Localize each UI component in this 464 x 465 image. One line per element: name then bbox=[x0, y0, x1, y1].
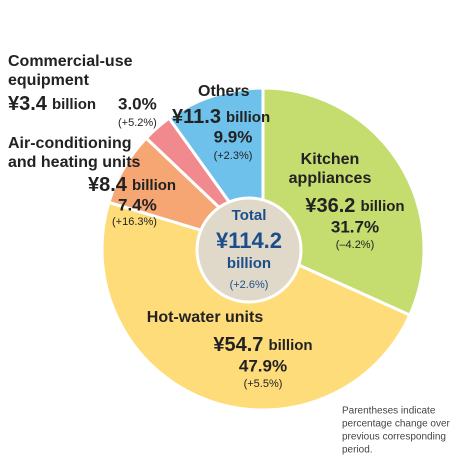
slice-amount: ¥11.3 billion bbox=[172, 106, 270, 128]
slice-amount: ¥36.2 billion bbox=[305, 195, 404, 217]
total-amount: ¥114.2 bbox=[216, 228, 282, 253]
slice-name: and heating units bbox=[8, 154, 141, 171]
amount-value: ¥8.4 bbox=[88, 174, 128, 196]
slice-name: Commercial-use bbox=[8, 53, 133, 70]
slice-percent: 7.4% bbox=[118, 195, 157, 214]
slice-percent: 3.0% bbox=[118, 94, 157, 113]
amount-value: ¥11.3 bbox=[172, 106, 221, 128]
amount-unit: billion bbox=[132, 177, 176, 194]
slice-name: Hot-water units bbox=[147, 309, 264, 326]
total-change: (+2.6%) bbox=[230, 279, 269, 291]
slice-change: (+2.3%) bbox=[214, 150, 253, 162]
note: previous corresponding bbox=[342, 432, 446, 443]
slice-name: Air-conditioning bbox=[8, 135, 132, 152]
pie-slice bbox=[100, 200, 412, 412]
slice-change: (+5.5%) bbox=[244, 378, 283, 390]
slice-amount: ¥8.4 billion bbox=[88, 174, 176, 196]
amount-value: ¥3.4 bbox=[8, 93, 48, 115]
total-unit: billion bbox=[227, 255, 271, 272]
note: percentage change over bbox=[342, 419, 451, 430]
slice-percent: 9.9% bbox=[214, 127, 253, 146]
slice-change: (+5.2%) bbox=[118, 117, 157, 129]
amount-unit: billion bbox=[226, 109, 270, 126]
amount-unit: billion bbox=[52, 96, 96, 113]
slice-change: (+16.3%) bbox=[112, 216, 157, 228]
note: period. bbox=[342, 445, 373, 456]
slice-name: Kitchen bbox=[301, 151, 360, 168]
slice-change: (–4.2%) bbox=[336, 239, 375, 251]
slice-name: appliances bbox=[289, 170, 372, 187]
amount-unit: billion bbox=[360, 198, 404, 215]
slice-percent: 47.9% bbox=[239, 356, 287, 375]
slice-amount: ¥54.7 billion bbox=[213, 334, 312, 356]
slice-name: Others bbox=[198, 83, 250, 100]
total-title: Total bbox=[232, 207, 267, 224]
amount-unit: billion bbox=[268, 337, 312, 354]
amount-value: ¥36.2 bbox=[305, 195, 355, 217]
slice-amount: ¥3.4 billion bbox=[8, 93, 96, 115]
note: Parentheses indicate bbox=[342, 406, 436, 417]
amount-value: ¥54.7 bbox=[213, 334, 263, 356]
slice-name: equipment bbox=[8, 72, 90, 89]
slice-percent: 31.7% bbox=[331, 217, 379, 236]
total-disc bbox=[195, 196, 303, 304]
pie-slice bbox=[261, 86, 426, 318]
